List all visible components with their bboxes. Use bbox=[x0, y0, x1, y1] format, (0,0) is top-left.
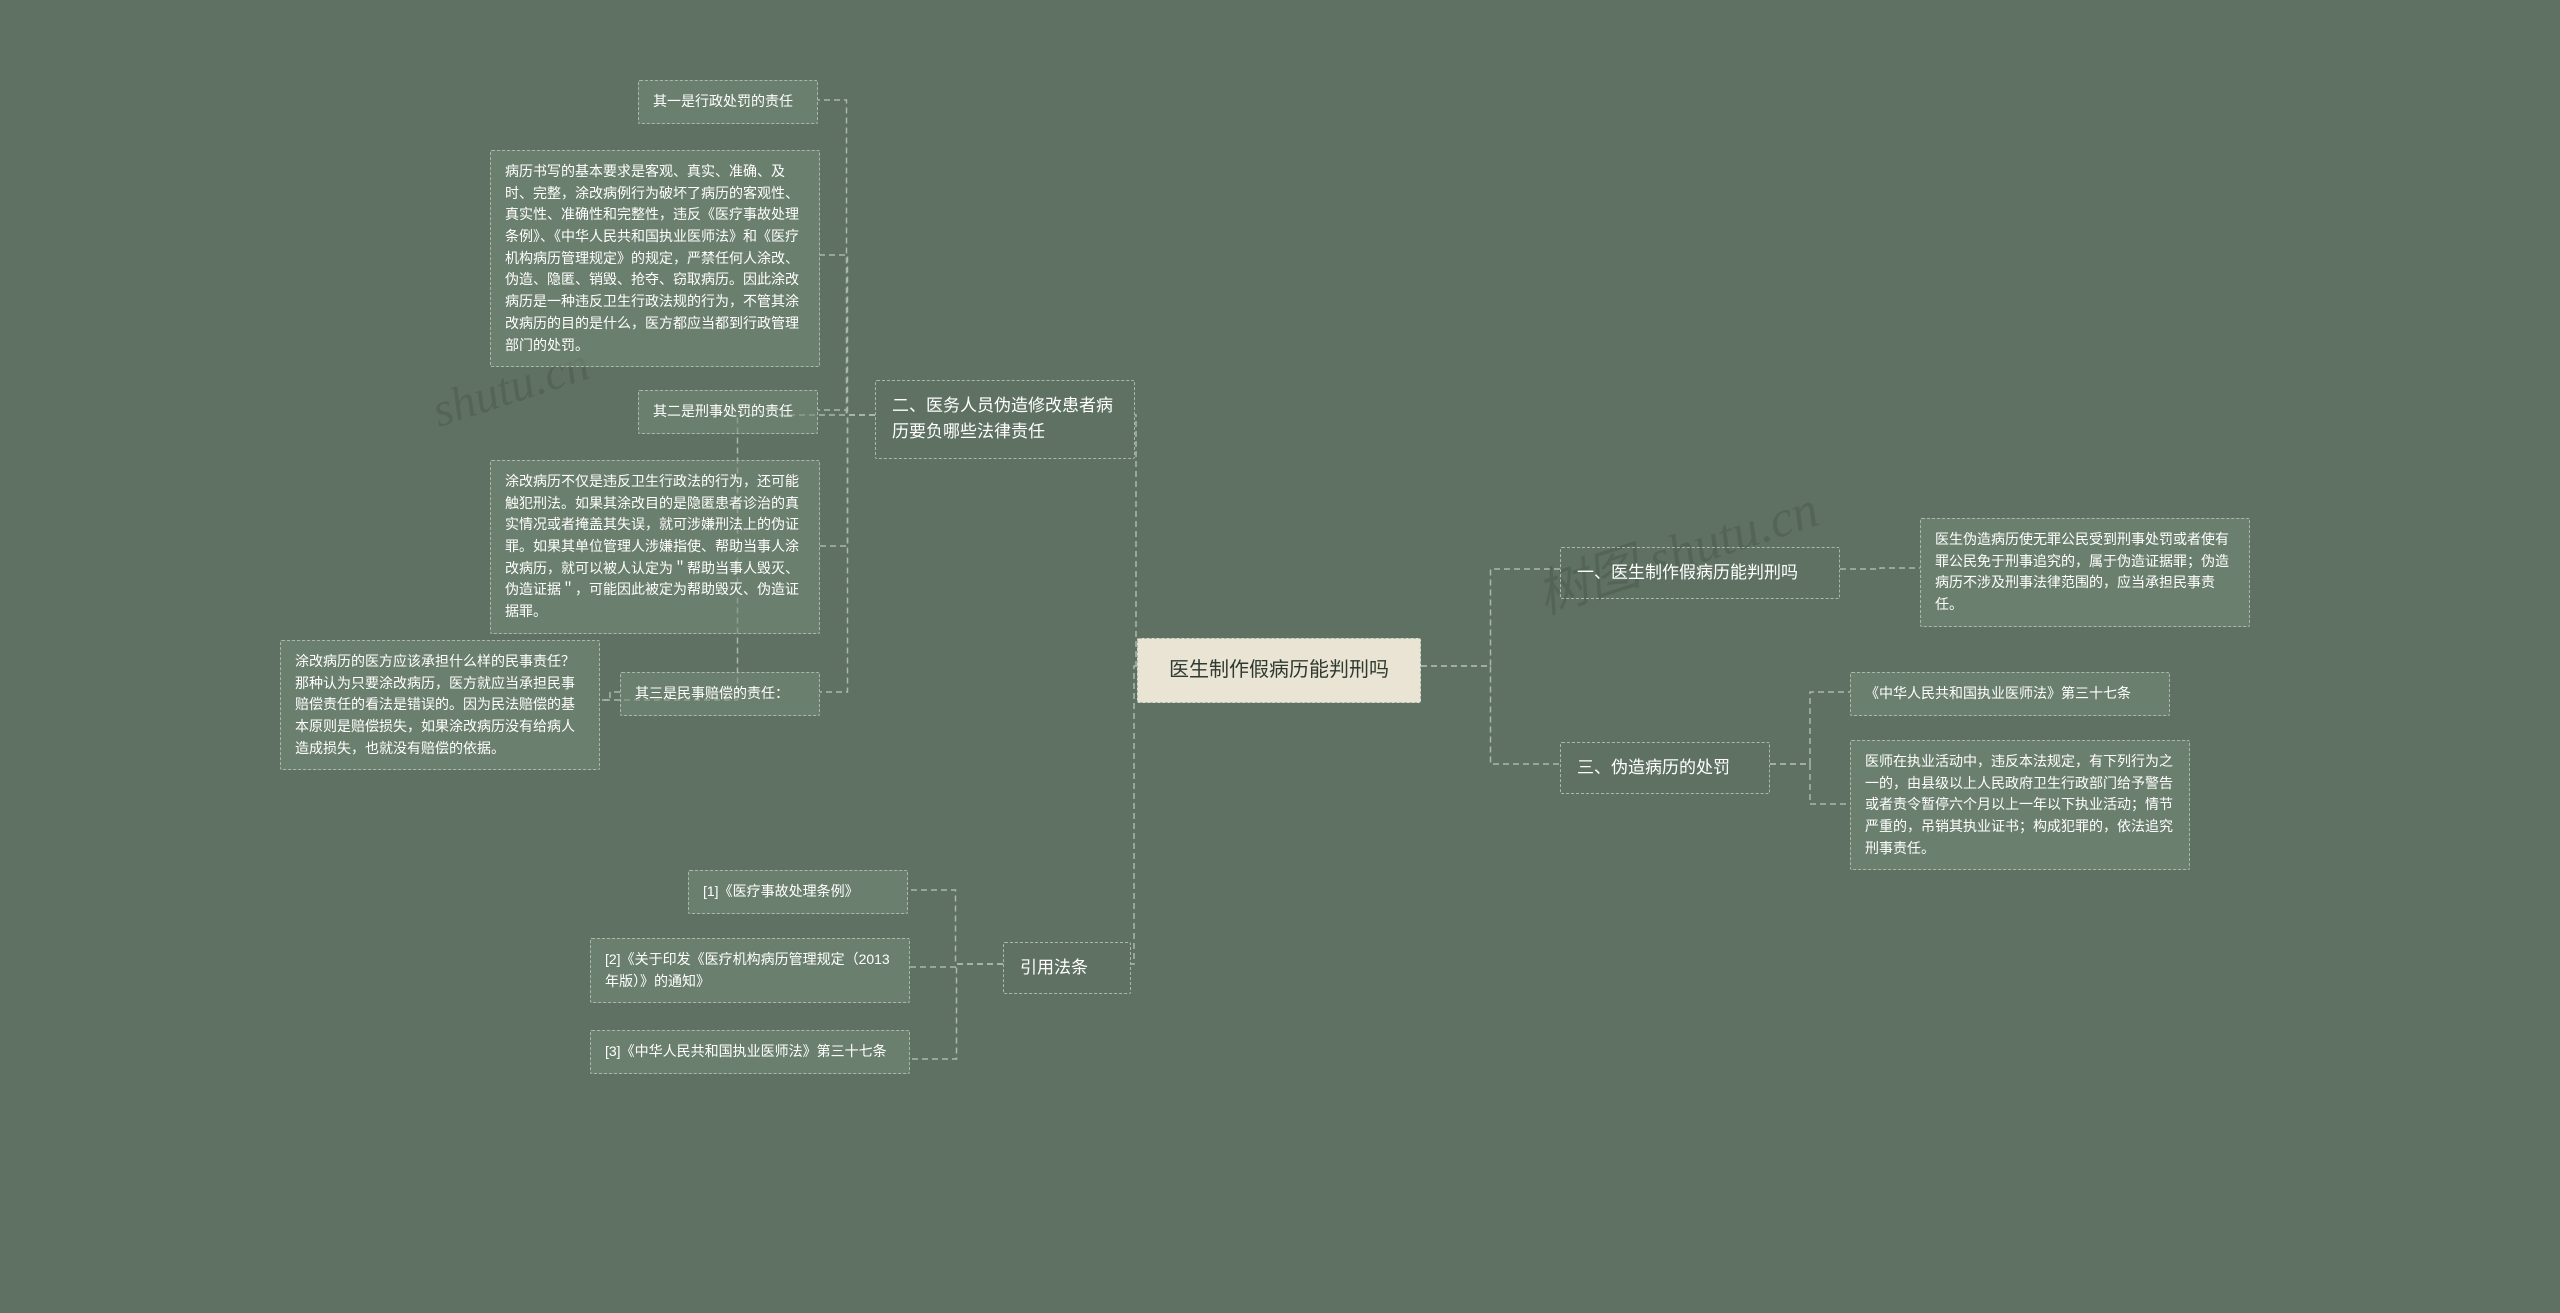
left-leaf-0-0: 其一是行政处罚的责任 bbox=[638, 80, 818, 124]
right-leaf-1-1: 医师在执业活动中，违反本法规定，有下列行为之一的，由县级以上人民政府卫生行政部门… bbox=[1850, 740, 2190, 870]
left-leaf-1-1: [2]《关于印发《医疗机构病历管理规定（2013年版）》的通知》 bbox=[590, 938, 910, 1003]
left-leaf-0-5: 涂改病历的医方应该承担什么样的民事责任？那种认为只要涂改病历，医方就应当承担民事… bbox=[280, 640, 600, 770]
left-leaf-0-1: 病历书写的基本要求是客观、真实、准确、及时、完整，涂改病例行为破坏了病历的客观性… bbox=[490, 150, 820, 367]
left-leaf-0-4: 其三是民事赔偿的责任： bbox=[620, 672, 820, 716]
root-node: 医生制作假病历能判刑吗 bbox=[1137, 638, 1421, 703]
right-leaf-0-0: 医生伪造病历使无罪公民受到刑事处罚或者使有罪公民免于刑事追究的，属于伪造证据罪；… bbox=[1920, 518, 2250, 627]
left-branch-0: 二、医务人员伪造修改患者病历要负哪些法律责任 bbox=[875, 380, 1135, 459]
right-leaf-1-0: 《中华人民共和国执业医师法》第三十七条 bbox=[1850, 672, 2170, 716]
left-leaf-0-3: 涂改病历不仅是违反卫生行政法的行为，还可能触犯刑法。如果其涂改目的是隐匿患者诊治… bbox=[490, 460, 820, 634]
left-leaf-0-2: 其二是刑事处罚的责任 bbox=[638, 390, 818, 434]
left-branch-1: 引用法条 bbox=[1003, 942, 1131, 994]
left-leaf-1-2: [3]《中华人民共和国执业医师法》第三十七条 bbox=[590, 1030, 910, 1074]
left-leaf-1-0: [1]《医疗事故处理条例》 bbox=[688, 870, 908, 914]
right-branch-0: 一、医生制作假病历能判刑吗 bbox=[1560, 547, 1840, 599]
right-branch-1: 三、伪造病历的处罚 bbox=[1560, 742, 1770, 794]
